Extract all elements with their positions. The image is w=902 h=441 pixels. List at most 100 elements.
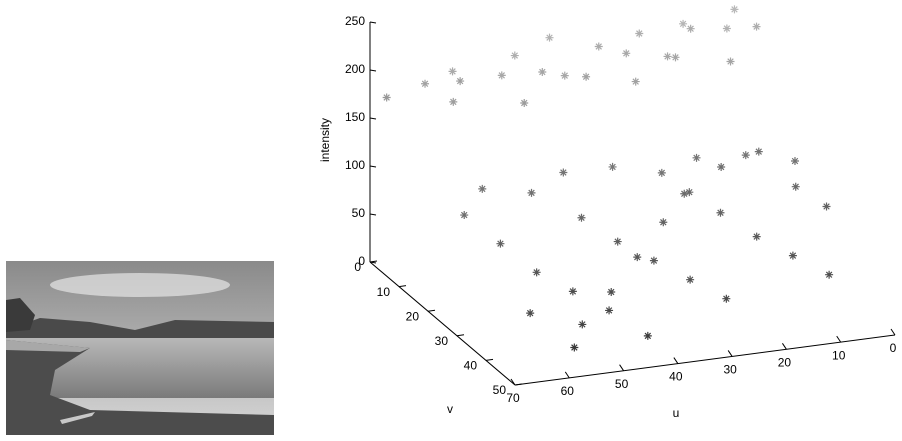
x-tick [727, 350, 733, 357]
z-tick-label: 200 [345, 62, 365, 76]
z-tick-label: 100 [345, 158, 365, 172]
z-tick-label: 250 [345, 14, 365, 28]
point [726, 57, 735, 66]
point [460, 211, 469, 220]
photo [6, 261, 274, 435]
point [825, 270, 834, 279]
point [582, 72, 591, 81]
z-axis-label: intensity [318, 118, 332, 162]
y-tick-label: 50 [493, 383, 507, 397]
point [643, 331, 652, 340]
x-tick [673, 357, 679, 364]
scatter-3d: intensity v u 05010015020025001020304050… [318, 5, 897, 420]
point [532, 268, 541, 277]
point [568, 287, 577, 296]
point [686, 275, 695, 284]
point [635, 29, 644, 38]
point [754, 147, 763, 156]
point [657, 168, 666, 177]
point [594, 42, 603, 51]
point [752, 232, 761, 241]
point [671, 53, 680, 62]
point [633, 253, 642, 262]
point [605, 306, 614, 315]
point [560, 71, 569, 80]
x-axis [514, 334, 896, 386]
point [382, 93, 391, 102]
point [730, 5, 739, 14]
point [613, 237, 622, 246]
point [456, 77, 465, 86]
point [448, 67, 457, 76]
x-tick [510, 378, 516, 386]
y-tick [369, 260, 378, 263]
point [822, 202, 831, 211]
point [526, 309, 535, 318]
point [631, 77, 640, 86]
point [577, 213, 586, 222]
x-tick [836, 335, 842, 343]
x-tick-label: 50 [615, 377, 629, 391]
y-tick-label: 0 [354, 260, 361, 274]
point [680, 189, 689, 198]
x-tick-label: 30 [723, 363, 737, 377]
point [578, 320, 587, 329]
z-tick-label: 50 [352, 206, 366, 220]
x-tick [782, 343, 787, 350]
z-tick [369, 213, 377, 216]
point [717, 163, 726, 172]
x-tick-label: 40 [669, 370, 683, 384]
point [722, 294, 731, 303]
z-tick [369, 117, 377, 120]
z-tick [369, 165, 377, 168]
point [478, 184, 487, 193]
point [496, 239, 505, 248]
point [686, 24, 695, 33]
point [520, 99, 529, 108]
y-tick [514, 383, 523, 386]
point [608, 162, 617, 171]
point [649, 256, 658, 265]
point [449, 97, 458, 106]
point [527, 188, 536, 197]
x-tick-label: 0 [890, 341, 897, 355]
y-tick [427, 309, 436, 312]
point [791, 182, 800, 191]
point [607, 288, 616, 297]
point [510, 51, 519, 60]
point [570, 343, 579, 352]
y-tick [398, 285, 407, 288]
point [685, 188, 694, 197]
x-tick-label: 60 [561, 384, 575, 398]
point [663, 52, 672, 61]
x-tick [564, 371, 570, 379]
point [559, 168, 568, 177]
point [538, 68, 547, 77]
z-tick-label: 150 [345, 110, 365, 124]
x-tick [890, 328, 896, 336]
x-axis-label: u [673, 406, 680, 420]
y-tick [456, 334, 465, 337]
x-tick [619, 364, 624, 371]
point [421, 79, 430, 88]
z-tick [369, 21, 377, 24]
point [790, 157, 799, 166]
point [497, 71, 506, 80]
y-tick-label: 10 [377, 285, 391, 299]
y-tick-label: 30 [435, 334, 449, 348]
point [716, 208, 725, 217]
point [692, 153, 701, 162]
z-tick-label: 0 [358, 254, 365, 268]
point [741, 151, 750, 160]
point [752, 22, 761, 31]
point [659, 218, 668, 227]
x-tick-label: 20 [778, 355, 792, 369]
y-axis [369, 261, 516, 386]
point [545, 33, 554, 42]
y-tick-label: 40 [464, 359, 478, 373]
x-tick-label: 10 [832, 348, 846, 362]
x-tick-label: 70 [506, 391, 520, 405]
y-tick [485, 358, 494, 361]
point [722, 24, 731, 33]
